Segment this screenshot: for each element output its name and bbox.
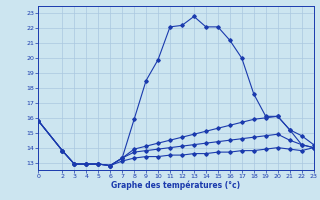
X-axis label: Graphe des températures (°c): Graphe des températures (°c): [111, 181, 241, 190]
